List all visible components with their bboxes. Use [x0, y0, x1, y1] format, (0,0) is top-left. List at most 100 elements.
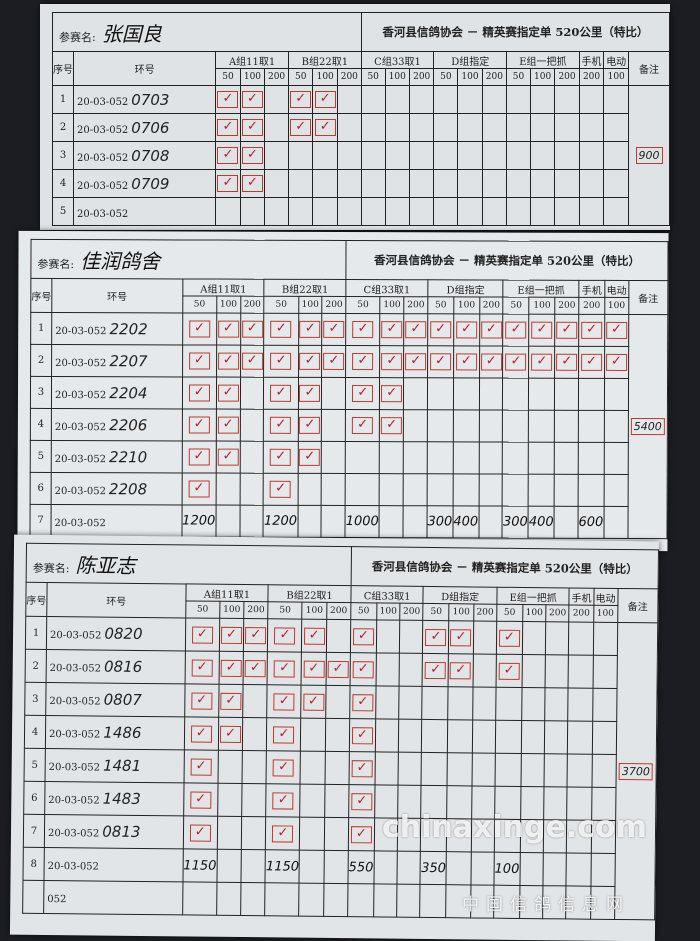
selection-cell[interactable]	[375, 752, 399, 785]
selection-cell[interactable]	[242, 718, 267, 751]
selection-cell[interactable]	[337, 198, 361, 226]
selection-cell[interactable]: ✓	[380, 410, 404, 442]
selection-cell[interactable]	[479, 474, 503, 506]
selection-cell[interactable]	[604, 114, 629, 142]
selection-cell[interactable]	[479, 506, 503, 538]
selection-cell[interactable]	[434, 198, 458, 226]
selection-cell[interactable]	[593, 655, 617, 688]
selection-cell[interactable]: ✓	[264, 441, 298, 473]
selection-cell[interactable]: ✓	[604, 314, 628, 346]
selection-cell[interactable]: ✓	[267, 718, 301, 751]
selection-cell[interactable]: ✓	[184, 750, 218, 783]
selection-cell[interactable]	[298, 473, 322, 505]
selection-cell[interactable]: ✓	[503, 314, 529, 346]
selection-cell[interactable]	[554, 410, 578, 442]
selection-cell[interactable]	[241, 850, 266, 883]
selection-cell[interactable]	[592, 721, 616, 754]
selection-cell[interactable]	[555, 86, 579, 114]
selection-cell[interactable]	[427, 410, 453, 442]
selection-cell[interactable]	[569, 622, 593, 655]
selection-cell[interactable]	[503, 442, 529, 474]
selection-cell[interactable]	[421, 752, 447, 785]
selection-cell[interactable]	[420, 884, 446, 917]
selection-cell[interactable]: ✓	[264, 409, 298, 441]
selection-cell[interactable]: ✓	[219, 651, 244, 684]
selection-cell[interactable]: ✓	[182, 377, 216, 409]
selection-cell[interactable]: ✓	[264, 377, 298, 409]
selection-cell[interactable]: ✓	[479, 314, 503, 346]
selection-cell[interactable]	[482, 198, 506, 226]
selection-cell[interactable]	[434, 86, 458, 114]
selection-cell[interactable]	[592, 754, 616, 787]
selection-cell[interactable]	[568, 688, 592, 721]
selection-cell[interactable]	[398, 719, 422, 752]
selection-cell[interactable]	[604, 506, 628, 538]
selection-cell[interactable]: ✓	[183, 783, 217, 816]
selection-cell[interactable]	[242, 784, 267, 817]
selection-cell[interactable]	[400, 620, 424, 653]
selection-cell[interactable]	[546, 622, 570, 655]
selection-cell[interactable]	[299, 883, 324, 916]
selection-cell[interactable]	[313, 198, 337, 226]
selection-cell[interactable]	[427, 474, 453, 506]
selection-cell[interactable]	[482, 142, 506, 170]
selection-cell[interactable]	[375, 686, 399, 719]
selection-cell[interactable]	[385, 142, 409, 170]
selection-cell[interactable]	[325, 685, 350, 718]
selection-cell[interactable]: ✓	[240, 86, 264, 114]
selection-cell[interactable]	[521, 687, 545, 720]
selection-cell[interactable]: ✓	[348, 818, 374, 851]
selection-cell[interactable]: ✓	[380, 314, 404, 346]
selection-cell[interactable]	[348, 884, 374, 917]
selection-cell[interactable]	[604, 86, 629, 114]
selection-cell[interactable]	[216, 473, 240, 505]
selection-cell[interactable]	[521, 720, 545, 753]
selection-cell[interactable]: 1000	[345, 506, 379, 538]
selection-cell[interactable]	[569, 655, 593, 688]
selection-cell[interactable]	[529, 442, 555, 474]
selection-cell[interactable]: ✓	[216, 313, 240, 345]
selection-cell[interactable]	[240, 441, 264, 473]
selection-cell[interactable]: ✓	[346, 378, 380, 410]
selection-cell[interactable]	[240, 409, 264, 441]
selection-cell[interactable]	[530, 170, 554, 198]
selection-cell[interactable]	[399, 653, 423, 686]
selection-cell[interactable]	[503, 410, 529, 442]
selection-cell[interactable]	[592, 688, 616, 721]
selection-cell[interactable]: ✓	[380, 378, 404, 410]
selection-cell[interactable]	[578, 442, 604, 474]
selection-cell[interactable]: ✓	[346, 314, 380, 346]
selection-cell[interactable]	[322, 409, 346, 441]
selection-cell[interactable]	[544, 754, 568, 787]
selection-cell[interactable]: ✓	[216, 114, 240, 142]
selection-cell[interactable]	[217, 816, 242, 849]
selection-cell[interactable]	[579, 86, 604, 114]
selection-cell[interactable]	[529, 410, 555, 442]
selection-cell[interactable]	[529, 378, 555, 410]
selection-cell[interactable]: ✓	[423, 620, 449, 653]
selection-cell[interactable]: ✓	[218, 717, 243, 750]
selection-cell[interactable]	[241, 817, 266, 850]
selection-cell[interactable]	[240, 198, 264, 226]
selection-cell[interactable]	[544, 721, 568, 754]
selection-cell[interactable]: ✓	[322, 345, 346, 377]
selection-cell[interactable]	[374, 851, 398, 884]
selection-cell[interactable]: 300	[502, 506, 528, 538]
selection-cell[interactable]	[313, 170, 337, 198]
selection-cell[interactable]: ✓	[216, 409, 240, 441]
selection-cell[interactable]	[345, 474, 379, 506]
selection-cell[interactable]	[216, 505, 240, 537]
selection-cell[interactable]: ✓	[216, 377, 240, 409]
selection-cell[interactable]	[410, 198, 434, 226]
selection-cell[interactable]: ✓	[604, 346, 628, 378]
selection-cell[interactable]: ✓	[267, 652, 301, 685]
selection-cell[interactable]	[385, 86, 409, 114]
selection-cell[interactable]	[324, 817, 349, 850]
selection-cell[interactable]: ✓	[266, 751, 300, 784]
selection-cell[interactable]	[545, 688, 569, 721]
selection-cell[interactable]	[385, 114, 409, 142]
selection-cell[interactable]	[403, 506, 427, 538]
selection-cell[interactable]	[321, 473, 345, 505]
selection-cell[interactable]: 1150	[265, 850, 299, 883]
selection-cell[interactable]	[410, 170, 434, 198]
